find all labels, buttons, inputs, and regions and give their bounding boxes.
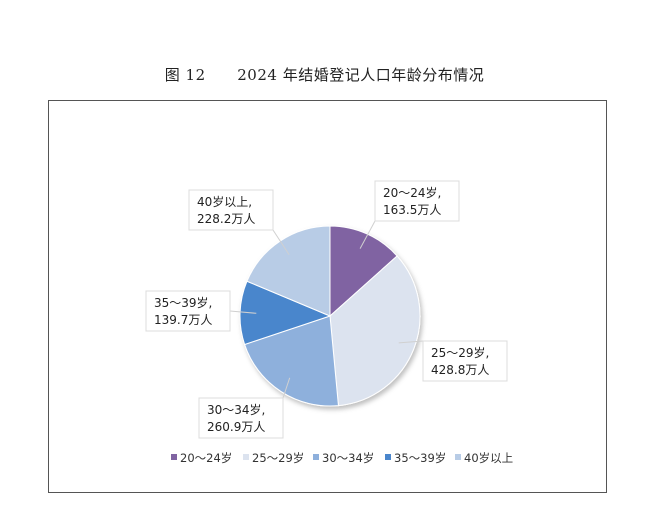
legend-swatch-3: [313, 454, 319, 460]
data-label-value-4: 139.7万人: [154, 313, 212, 327]
data-label-value-5: 228.2万人: [197, 212, 255, 226]
legend-label-1: 20～24岁: [180, 451, 232, 465]
figure-title: 图 12 2024 年结婚登记人口年龄分布情况: [0, 64, 649, 85]
legend-label-3: 30～34岁: [322, 451, 374, 465]
data-label-category-2: 25～29岁,: [431, 345, 489, 360]
pie-slice-3: [243, 315, 339, 407]
legend-label-4: 35～39岁: [394, 451, 446, 465]
legend-swatch-2: [243, 454, 249, 460]
chart-frame: 20～24岁, 163.5万人 25～29岁, 428.8万人 30～34岁, 260.9…: [48, 100, 607, 493]
pie-chart: 20～24岁, 163.5万人 25～29岁, 428.8万人 30～34岁, 260.9…: [145, 180, 513, 465]
data-label-category-3: 30～34岁,: [207, 402, 265, 417]
callout-leader-2: [398, 340, 424, 344]
callout-box-5: [188, 189, 274, 231]
legend-label-2: 25～29岁: [252, 451, 304, 465]
data-label-value-2: 428.8万人: [431, 363, 489, 377]
pie-slice-4: [239, 280, 332, 346]
legend-swatch-1: [171, 454, 177, 460]
data-label-value-1: 163.5万人: [383, 203, 441, 217]
data-label-value-3: 260.9万人: [207, 420, 265, 434]
data-label-category-1: 20～24岁,: [383, 185, 441, 200]
data-label-category-5: 40岁以上,: [197, 194, 252, 209]
figure-caption: 2024 年结婚登记人口年龄分布情况: [237, 66, 485, 84]
callout-leader-3: [282, 377, 291, 399]
figure-number: 图 12: [164, 66, 206, 84]
legend-swatch-5: [455, 454, 461, 460]
pie-slice-2: [329, 255, 421, 407]
data-label-category-4: 35～39岁,: [154, 295, 212, 310]
callout-box-2: [422, 340, 508, 382]
callout-box-3: [198, 397, 284, 439]
callout-box-4: [145, 290, 231, 332]
legend-swatch-4: [385, 454, 391, 460]
callout-leader-5: [272, 229, 290, 255]
callout-leader-1: [359, 220, 376, 249]
callout-box-1: [374, 180, 460, 222]
legend-label-5: 40岁以上: [464, 451, 513, 465]
pie-slice-1: [329, 225, 398, 318]
callout-leader-4: [229, 310, 257, 314]
